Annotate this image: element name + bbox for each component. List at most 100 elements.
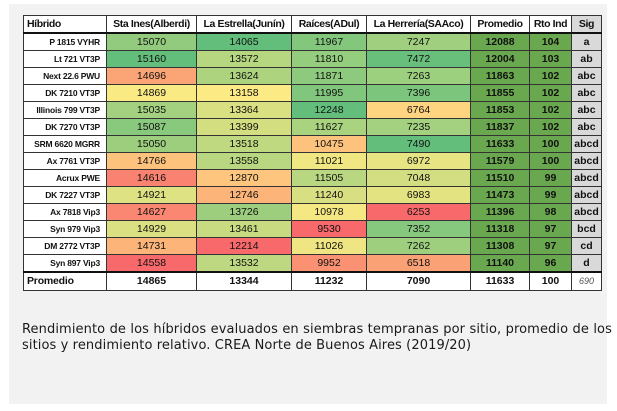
rto-ind-value: 102 — [529, 84, 572, 102]
site-3-yield: 11026 — [291, 237, 367, 255]
site-4-yield: 7048 — [366, 169, 471, 187]
site-3-yield: 11505 — [291, 169, 367, 187]
site-3-yield: 11240 — [291, 186, 367, 204]
site-2-yield: 13624 — [196, 67, 292, 85]
rto-ind-value: 99 — [529, 186, 572, 204]
table-row: P 1815 VYHR 15070 14065 11967 7247 12088 104 a — [23, 32, 602, 51]
rto-ind-value: 102 — [529, 118, 572, 136]
hybrid-name: Syn 897 Vip3 — [23, 254, 107, 273]
sig-letters: abcd — [571, 203, 602, 221]
rto-ind-value: 103 — [529, 50, 572, 68]
yield-table: Híbrido Sta Ines(Alberdi) La Estrella(Ju… — [23, 15, 602, 291]
sig-letters: abc — [571, 67, 602, 85]
footer-promedio: 11633 — [470, 271, 530, 291]
sig-letters: bcd — [571, 220, 602, 238]
sig-letters: abcd — [571, 169, 602, 187]
site-1-yield: 14627 — [106, 203, 197, 221]
site-2-yield: 13364 — [196, 101, 292, 119]
promedio-value: 11510 — [470, 169, 530, 187]
table-footer-row: Promedio 14865 13344 11232 7090 11633 10… — [23, 271, 602, 291]
header-site-4: La Herrería(SAAco) — [366, 15, 471, 34]
site-3-yield: 12248 — [291, 101, 367, 119]
site-3-yield: 11871 — [291, 67, 367, 85]
site-1-yield: 14766 — [106, 152, 197, 170]
promedio-value: 11473 — [470, 186, 530, 204]
table-row: Ax 7818 Vip3 14627 13726 10978 6253 11396 98 ab… — [23, 203, 602, 221]
site-1-yield: 15160 — [106, 50, 197, 68]
header-site-1: Sta Ines(Alberdi) — [106, 15, 197, 34]
rto-ind-value: 100 — [529, 152, 572, 170]
site-4-yield: 7472 — [366, 50, 471, 68]
table-row: Ax 7761 VT3P 14766 13558 11021 6972 11579 100 a… — [23, 152, 602, 170]
site-2-yield: 13532 — [196, 254, 292, 273]
site-1-yield: 14929 — [106, 220, 197, 238]
site-1-yield: 14696 — [106, 67, 197, 85]
site-2-yield: 13518 — [196, 135, 292, 153]
figure-frame: Híbrido Sta Ines(Alberdi) La Estrella(Ju… — [9, 4, 612, 404]
site-2-yield: 13399 — [196, 118, 292, 136]
site-3-yield: 9952 — [291, 254, 367, 273]
rto-ind-value: 99 — [529, 169, 572, 187]
table-row: Illinois 799 VT3P 15035 13364 12248 6764 1185… — [23, 101, 602, 119]
site-1-yield: 14869 — [106, 84, 197, 102]
site-2-yield: 13558 — [196, 152, 292, 170]
footer-site-2: 13344 — [196, 271, 292, 291]
table-row: DK 7227 VT3P 14921 12746 11240 6983 11473 99 ab… — [23, 186, 602, 204]
sig-letters: abc — [571, 101, 602, 119]
hybrid-name: Syn 979 Vip3 — [23, 220, 107, 238]
footer-rto-ind: 100 — [529, 271, 572, 291]
rto-ind-value: 98 — [529, 203, 572, 221]
site-1-yield: 14921 — [106, 186, 197, 204]
figure-caption: Rendimiento de los híbridos evaluados en… — [22, 322, 612, 353]
table-row: Syn 897 Vip3 14558 13532 9952 6518 11140 96 d — [23, 254, 602, 273]
site-1-yield: 14558 — [106, 254, 197, 273]
footer-site-1: 14865 — [106, 271, 197, 291]
site-2-yield: 14065 — [196, 32, 292, 51]
site-2-yield: 13158 — [196, 84, 292, 102]
table-row: SRM 6620 MGRR 15050 13518 10475 7490 11633 100… — [23, 135, 602, 153]
table-header-row: Híbrido Sta Ines(Alberdi) La Estrella(Ju… — [23, 15, 602, 34]
promedio-value: 11855 — [470, 84, 530, 102]
promedio-value: 11308 — [470, 237, 530, 255]
hybrid-name: P 1815 VYHR — [23, 32, 107, 51]
table-row: Next 22.6 PWU 14696 13624 11871 7263 11863 102… — [23, 67, 602, 85]
hybrid-name: DK 7227 VT3P — [23, 186, 107, 204]
site-3-yield: 11995 — [291, 84, 367, 102]
site-4-yield: 6518 — [366, 254, 471, 273]
footer-label: Promedio — [23, 271, 107, 291]
header-hybrid: Híbrido — [23, 15, 107, 34]
site-3-yield: 10475 — [291, 135, 367, 153]
promedio-value: 11579 — [470, 152, 530, 170]
site-1-yield: 15087 — [106, 118, 197, 136]
site-1-yield: 15070 — [106, 32, 197, 51]
promedio-value: 12088 — [470, 32, 530, 51]
site-4-yield: 7235 — [366, 118, 471, 136]
sig-letters: ab — [571, 50, 602, 68]
table-row: DK 7270 VT3P 15087 13399 11627 7235 11837 102 a… — [23, 118, 602, 136]
site-1-yield: 15035 — [106, 101, 197, 119]
sig-letters: abcd — [571, 186, 602, 204]
table-body: P 1815 VYHR 15070 14065 11967 7247 12088 104 a L… — [23, 32, 602, 273]
hybrid-name: Illinois 799 VT3P — [23, 101, 107, 119]
header-sig: Sig — [571, 15, 602, 34]
site-1-yield: 14616 — [106, 169, 197, 187]
site-2-yield: 13726 — [196, 203, 292, 221]
hybrid-name: SRM 6620 MGRR — [23, 135, 107, 153]
hybrid-name: DM 2772 VT3P — [23, 237, 107, 255]
table-row: DK 7210 VT3P 14869 13158 11995 7396 11855 102 a… — [23, 84, 602, 102]
sig-letters: abcd — [571, 135, 602, 153]
rto-ind-value: 102 — [529, 67, 572, 85]
promedio-value: 11318 — [470, 220, 530, 238]
hybrid-name: DK 7270 VT3P — [23, 118, 107, 136]
promedio-value: 11633 — [470, 135, 530, 153]
hybrid-name: Lt 721 VT3P — [23, 50, 107, 68]
hybrid-name: Acrux PWE — [23, 169, 107, 187]
site-2-yield: 13572 — [196, 50, 292, 68]
site-3-yield: 10978 — [291, 203, 367, 221]
header-site-3: Raíces(ADul) — [291, 15, 367, 34]
site-2-yield: 12870 — [196, 169, 292, 187]
site-2-yield: 12746 — [196, 186, 292, 204]
site-2-yield: 12214 — [196, 237, 292, 255]
site-1-yield: 14731 — [106, 237, 197, 255]
site-4-yield: 6253 — [366, 203, 471, 221]
